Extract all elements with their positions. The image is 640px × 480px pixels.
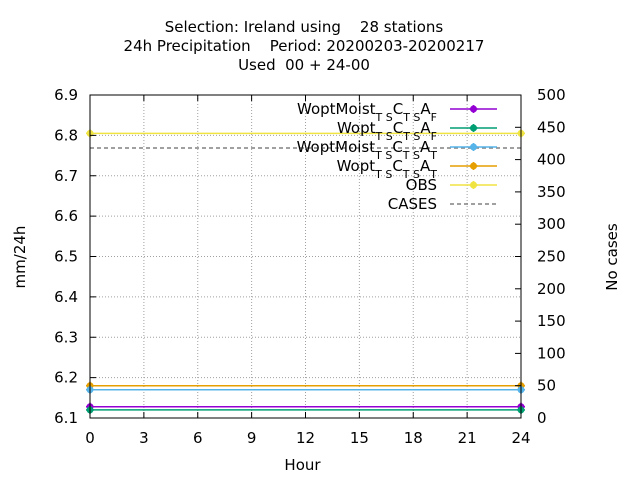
legend-text: WoptMoist (297, 138, 376, 156)
legend-text: Wopt (337, 119, 376, 137)
legend-text: C (392, 157, 402, 175)
x-tick-label: 24 (511, 429, 530, 447)
legend-subscript: T S (375, 111, 393, 124)
legend-label: WoptT SCT SAT (337, 157, 438, 181)
legend-subscript: T (429, 168, 437, 181)
title-line: Selection: Ireland using 28 stations (165, 18, 444, 36)
legend-text: C (392, 138, 402, 156)
legend-subscript: T S (375, 130, 393, 143)
legend-text: C (393, 100, 403, 118)
y-tick-label: 6.4 (54, 288, 78, 306)
x-tick-label: 0 (85, 429, 95, 447)
x-tick-label: 3 (139, 429, 149, 447)
y2-tick-label: 400 (537, 151, 566, 169)
y-tick-label: 6.6 (54, 207, 78, 225)
legend-text: C (393, 119, 403, 137)
x-tick-label: 9 (247, 429, 257, 447)
legend-text: Wopt (337, 157, 376, 175)
x-tick-label: 15 (350, 429, 369, 447)
y2-tick-label: 300 (537, 215, 566, 233)
legend-subscript: T S (402, 130, 420, 143)
y-tick-label: 6.3 (54, 328, 78, 346)
legend-label: WoptMoistT SCT SAT (297, 138, 438, 162)
y2-tick-label: 50 (537, 377, 556, 395)
y2-tick-label: 250 (537, 248, 566, 266)
y-tick-label: 6.8 (54, 126, 78, 144)
legend-text: A (420, 100, 431, 118)
y-tick-label: 6.5 (54, 248, 78, 266)
legend-label: CASES (388, 195, 437, 213)
x-tick-label: 12 (296, 429, 315, 447)
y2-tick-label: 350 (537, 183, 566, 201)
legend-subscript: T S (374, 168, 392, 181)
legend-label: OBS (406, 176, 437, 194)
y2-tick-label: 150 (537, 312, 566, 330)
axis-ticks: 0 3 6 9 12 15 18 21 24 6.1 6.2 6.3 6.4 6.5 6.6 6.7 6.8 6.… (54, 86, 566, 447)
legend-label: WoptMoistT SCT SAF (297, 100, 437, 124)
x-tick-label: 21 (458, 429, 477, 447)
legend-text: WoptMoist (297, 100, 376, 118)
y-tick-label: 6.1 (54, 409, 78, 427)
y2-tick-label: 100 (537, 344, 566, 362)
legend-subscript: T S (402, 149, 420, 162)
y-axis-label: mm/24h (11, 226, 29, 289)
y-tick-label: 6.2 (54, 369, 78, 387)
title-line: 24h Precipitation Period: 20200203-20200… (124, 37, 485, 55)
x-tick-label: 18 (404, 429, 423, 447)
legend-subscript: F (431, 111, 437, 124)
legend-subscript: T S (402, 168, 420, 181)
y2-tick-label: 450 (537, 118, 566, 136)
legend-subscript: T (429, 149, 437, 162)
y-tick-label: 6.7 (54, 167, 78, 185)
y-tick-label: 6.9 (54, 86, 78, 104)
x-axis-label: Hour (284, 456, 321, 474)
legend-subscript: T S (374, 149, 392, 162)
x-tick-label: 6 (193, 429, 203, 447)
y2-axis-label: No cases (603, 223, 621, 291)
chart-title: Selection: Ireland using 28 stations24h … (124, 18, 485, 74)
legend-subscript: F (431, 130, 437, 143)
legend-subscript: T S (402, 111, 420, 124)
title-line: Used 00 + 24-00 (238, 56, 370, 74)
legend-text: A (420, 157, 431, 175)
y2-tick-label: 0 (537, 409, 547, 427)
legend-text: A (420, 138, 431, 156)
legend-text: A (420, 119, 431, 137)
legend-label: WoptT SCT SAF (337, 119, 437, 143)
y2-tick-label: 500 (537, 86, 566, 104)
y2-tick-label: 200 (537, 280, 566, 298)
